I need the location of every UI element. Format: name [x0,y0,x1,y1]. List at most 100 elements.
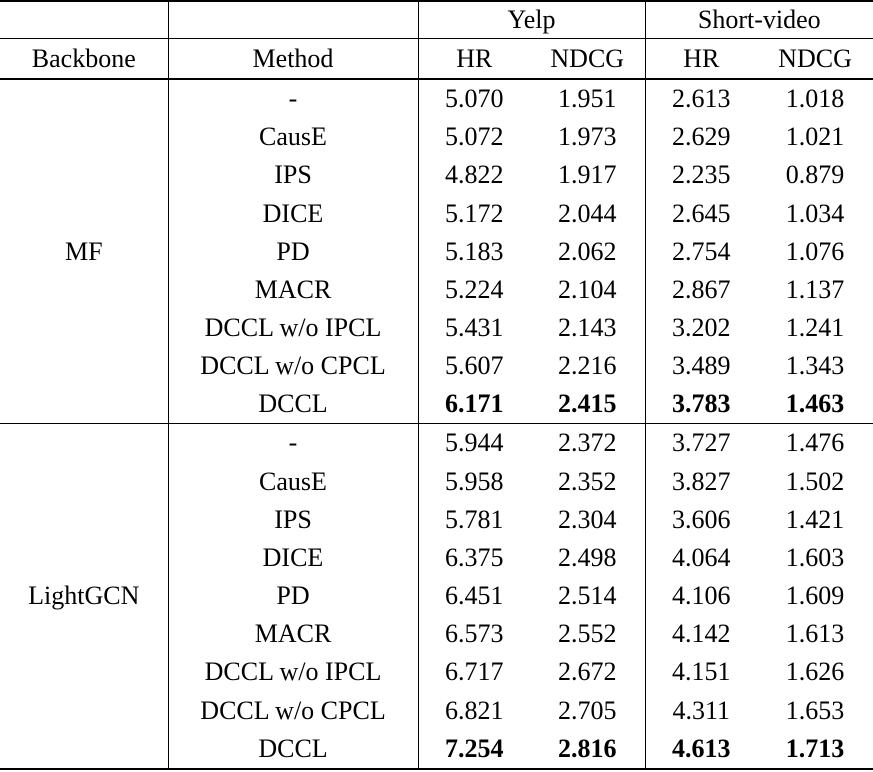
metric-value-cell: 2.816 [530,729,645,770]
metric-value-cell: 1.463 [757,385,873,425]
metric-value-cell: 6.375 [417,538,530,578]
method-cell: PD [167,232,418,271]
metric-value-cell: 3.606 [644,500,757,539]
metric-value-cell: 3.727 [644,423,757,463]
metric-value-cell: 2.629 [644,118,757,157]
table-row: MF -5.070 1.951 2.613 1.018 [0,79,873,425]
metric-value-cell: 4.106 [644,577,757,616]
metric-value-cell: 3.489 [644,347,757,386]
method-cell: DCCL [167,385,418,425]
metric-value-cell: 1.343 [785,351,845,381]
table-row: IPS 4.822 1.917 2.235 0.879 [0,156,873,195]
metric-value-cell: 2.645 [644,194,757,233]
method-cell: IPS [167,156,418,195]
metric-value-cell: 1.137 [785,274,845,304]
metric-value-cell: 1.653 [785,695,845,725]
metric-value-cell: 2.216 [558,351,617,381]
metric-value-cell: 3.202 [644,308,757,348]
metric-value-cell: 2.062 [558,236,617,266]
method-cell: MACR [167,270,418,309]
backbone-cell: MF [0,79,168,425]
metric-value-cell: 2.104 [558,274,617,304]
table-row: DCCL w/o CPCL 6.821 2.705 4.311 1.653 [0,691,873,730]
metric-value-cell: 1.502 [785,466,845,496]
metric-value-cell: 1.018 [785,84,845,114]
metric-value-cell: 2.415 [530,385,645,425]
metric-value-cell: 2.143 [558,313,617,343]
dataset-header-short-video: Short-video [644,1,873,39]
metric-value-cell: 5.183 [417,232,530,271]
metric-value-cell: 4.613 [644,729,757,770]
metric-value-cell: 1.421 [785,504,845,534]
metric-value-cell: 1.951 [558,84,617,114]
table-row: MACR 5.224 2.104 2.867 1.137 [0,270,873,309]
metric-value-cell: 2.552 [558,619,617,649]
metric-value-cell: 1.713 [757,729,873,770]
metric-value-cell: 4.311 [644,691,757,730]
metric-value-cell: 1.021 [785,122,845,152]
metric-value-cell: 1.917 [558,160,617,190]
metric-value-cell: 5.944 [417,423,530,463]
metric-value-cell: 6.717 [417,653,530,692]
metric-value-cell: 6.821 [417,691,530,730]
metric-value-cell: 1.603 [785,542,845,572]
table-row: CausE 5.072 1.973 2.629 1.021 [0,118,873,157]
table-row: DCCL w/o CPCL 5.607 2.216 3.489 1.343 [0,347,873,386]
shortvideo-hr-header: HR [644,38,757,80]
table-row: IPS 5.781 2.304 3.606 1.421 [0,500,873,539]
table-row: DCCL 6.171 2.415 3.783 1.463 [0,385,873,425]
metric-value-cell: 1.613 [785,619,845,649]
metric-value-cell: 2.754 [644,232,757,271]
metric-value-cell: 2.352 [558,466,617,496]
method-cell: DCCL [167,729,418,770]
method-cell: IPS [167,500,418,539]
method-cell: DCCL w/o CPCL [167,347,418,386]
shortvideo-ndcg-header: NDCG [757,38,873,80]
metric-value-cell: 6.171 [417,385,530,425]
metric-value-cell: 5.958 [417,462,530,501]
method-cell: MACR [167,615,418,654]
backbone-column-header: Backbone [0,38,168,80]
metric-value-cell: 5.224 [417,270,530,309]
metric-value-cell: 5.070 [417,79,530,119]
table-body: MF -5.070 1.951 2.613 1.018 CausE 5.072 1.973 2.… [0,79,873,770]
table-row: PD 5.183 2.062 2.754 1.076 [0,232,873,271]
metric-value-cell: 4.064 [644,538,757,578]
dataset-header-yelp: Yelp [417,1,645,39]
metric-value-cell: 4.151 [644,653,757,692]
method-cell: - [167,423,418,463]
table-row: MACR 6.573 2.552 4.142 1.613 [0,615,873,654]
method-cell: CausE [167,118,418,157]
metric-value-cell: 2.498 [558,542,617,572]
metric-value-cell: 1.241 [785,313,845,343]
backbone-cell: LightGCN [0,423,168,770]
metric-header-row: Backbone Method HR NDCG HR NDCG [0,38,873,80]
metric-value-cell: 5.431 [417,308,530,348]
metric-value-cell: 3.783 [644,385,757,425]
dataset-header-row: Yelp Short-video [0,1,873,39]
metric-value-cell: 5.607 [417,347,530,386]
table-row: LightGCN -5.944 2.372 3.727 1.476 [0,423,873,770]
metric-value-cell: 5.172 [417,194,530,233]
method-cell: DCCL w/o CPCL [167,691,418,730]
metric-value-cell: 4.822 [417,156,530,195]
metric-value-cell: 3.827 [644,462,757,501]
table-row: DICE 6.375 2.498 4.064 1.603 [0,538,873,578]
method-cell: - [167,79,418,119]
metric-value-cell: 2.705 [558,695,617,725]
table-row: CausE 5.958 2.352 3.827 1.502 [0,462,873,501]
metric-value-cell: 2.867 [644,270,757,309]
metric-value-cell: 1.609 [785,581,845,611]
metric-value-cell: 2.304 [558,504,617,534]
yelp-hr-header: HR [417,38,530,80]
metric-value-cell: 4.142 [644,615,757,654]
metric-value-cell: 2.672 [558,657,617,687]
table-row: PD 6.451 2.514 4.106 1.609 [0,577,873,616]
method-cell: DICE [167,538,418,578]
metric-value-cell: 2.613 [644,79,757,119]
metric-value-cell: 2.235 [644,156,757,195]
metric-value-cell: 1.626 [785,657,845,687]
metric-value-cell: 1.973 [558,122,617,152]
